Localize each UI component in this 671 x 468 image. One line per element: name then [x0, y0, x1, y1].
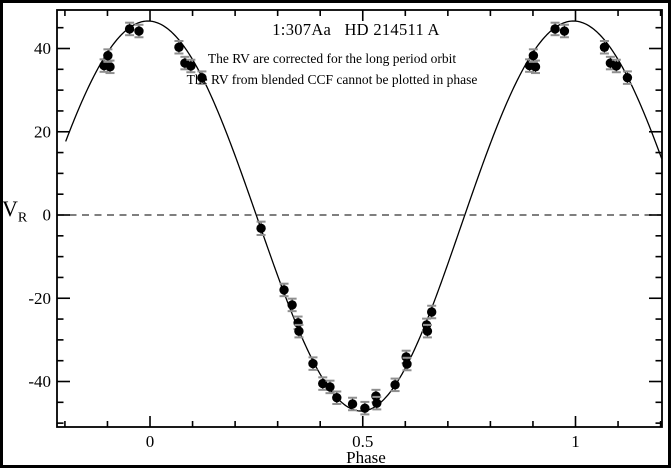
- x-tick-label: 0: [146, 432, 155, 451]
- data-point-marker: [550, 24, 560, 34]
- data-point-marker: [325, 382, 335, 392]
- data-point-marker: [426, 307, 437, 317]
- data-point-marker: [134, 26, 144, 36]
- data-point-marker: [422, 326, 433, 336]
- data-point-marker: [611, 61, 622, 71]
- data-point-marker: [528, 50, 539, 61]
- data-point-marker: [197, 72, 207, 83]
- y-tick-label: 40: [34, 39, 51, 58]
- data-point-marker: [622, 72, 633, 83]
- data-point-marker: [347, 399, 358, 409]
- data-point-marker: [293, 318, 303, 328]
- x-tick-label: 0.5: [352, 432, 373, 451]
- plot-annotation-1: The RV are corrected for the long period…: [207, 51, 457, 66]
- data-point-marker: [103, 50, 113, 61]
- y-tick-label: 20: [34, 122, 51, 141]
- data-point-marker: [402, 359, 412, 369]
- data-point-marker: [294, 326, 304, 336]
- plot-frame: [56, 9, 663, 428]
- y-axis-label: VR: [2, 196, 27, 226]
- data-point-marker: [332, 393, 342, 403]
- plot-title: 1:307Aa HD 214511 A: [272, 20, 440, 39]
- data-point-marker: [279, 285, 289, 295]
- data-point-marker: [287, 300, 297, 310]
- y-axis-label-sub: R: [17, 210, 28, 226]
- data-point-marker: [360, 403, 370, 413]
- y-axis-label-main: V: [2, 196, 18, 221]
- data-point-marker: [124, 24, 135, 34]
- x-tick-label: 1: [571, 432, 580, 451]
- data-point-marker: [599, 42, 610, 52]
- data-point-marker: [174, 42, 184, 52]
- data-point-marker: [308, 358, 318, 369]
- data-point-marker: [105, 62, 115, 72]
- data-point-marker: [390, 380, 400, 390]
- y-tick-label: 0: [43, 206, 52, 225]
- y-tick-label: -20: [28, 289, 51, 308]
- plot-annotation-2: The RV from blended CCF cannot be plotte…: [186, 72, 478, 87]
- data-point-marker: [530, 62, 541, 72]
- data-point-marker: [256, 223, 266, 234]
- data-point-marker: [559, 26, 570, 36]
- data-point-marker: [372, 398, 382, 408]
- y-tick-label: -40: [28, 372, 51, 391]
- data-point-marker: [186, 61, 196, 71]
- data-point-marker: [318, 378, 328, 389]
- x-axis-label: Phase: [346, 448, 386, 467]
